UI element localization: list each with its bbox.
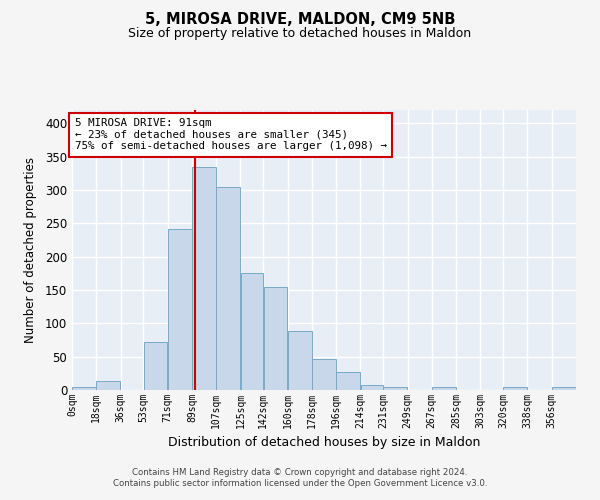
Text: 5 MIROSA DRIVE: 91sqm
← 23% of detached houses are smaller (345)
75% of semi-det: 5 MIROSA DRIVE: 91sqm ← 23% of detached … — [74, 118, 386, 151]
Y-axis label: Number of detached properties: Number of detached properties — [23, 157, 37, 343]
Bar — [217, 186, 240, 390]
Bar — [72, 388, 96, 390]
Text: 5, MIROSA DRIVE, MALDON, CM9 5NB: 5, MIROSA DRIVE, MALDON, CM9 5NB — [145, 12, 455, 28]
Bar — [337, 372, 360, 390]
Bar — [143, 342, 167, 390]
Text: Contains HM Land Registry data © Crown copyright and database right 2024.
Contai: Contains HM Land Registry data © Crown c… — [113, 468, 487, 487]
Bar — [192, 166, 216, 390]
Bar — [383, 386, 407, 390]
Bar — [97, 380, 121, 390]
Bar — [288, 332, 311, 390]
Bar — [552, 388, 576, 390]
Bar — [241, 274, 263, 390]
Bar — [263, 286, 287, 390]
Bar — [503, 388, 527, 390]
Bar — [432, 386, 456, 390]
Text: Size of property relative to detached houses in Maldon: Size of property relative to detached ho… — [128, 28, 472, 40]
X-axis label: Distribution of detached houses by size in Maldon: Distribution of detached houses by size … — [168, 436, 480, 450]
Bar — [361, 384, 383, 390]
Bar — [168, 230, 192, 390]
Bar — [312, 360, 336, 390]
